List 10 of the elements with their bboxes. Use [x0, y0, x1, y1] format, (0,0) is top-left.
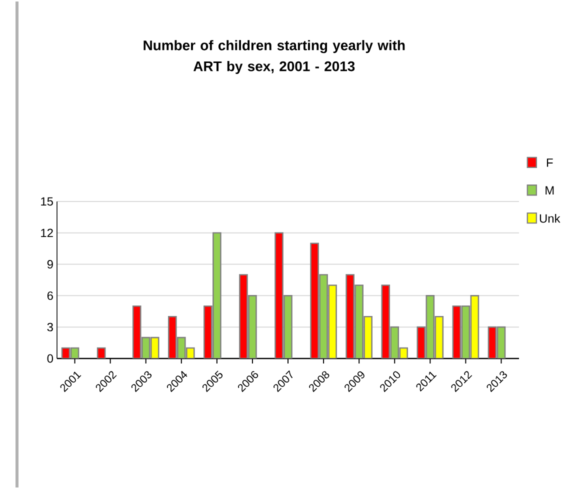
y-tick-label: 3 — [47, 322, 53, 332]
y-tick-label: 12 — [41, 228, 53, 238]
chart-title: Number of children starting yearly with ART by sex, 2001 - 2013 — [144, 40, 405, 74]
y-tick-label: 15 — [41, 197, 53, 206]
legend-label: F — [546, 158, 553, 167]
legend-label: M — [546, 186, 554, 194]
legend-label: Unk — [540, 214, 560, 223]
y-tick-label: 0 — [47, 354, 54, 363]
y-tick-label: 9 — [47, 260, 53, 269]
y-tick-label: 6 — [47, 291, 53, 300]
